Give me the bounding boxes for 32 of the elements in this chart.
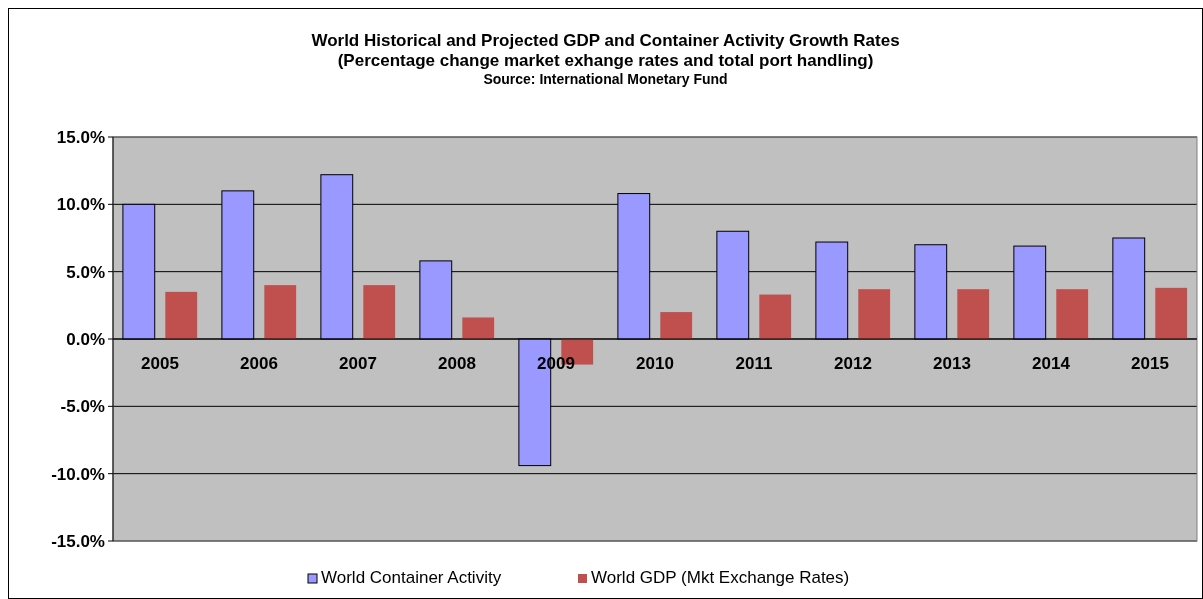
bar — [1056, 289, 1089, 339]
x-tick-label: 2013 — [933, 354, 971, 373]
x-tick-label: 2011 — [735, 354, 773, 373]
y-tick-label: -5.0% — [60, 397, 105, 417]
bar — [957, 289, 990, 339]
y-tick-label: 0.0% — [66, 329, 105, 349]
legend-label: World GDP (Mkt Exchange Rates) — [591, 568, 850, 587]
y-tick-label: -15.0% — [51, 531, 105, 551]
bar — [165, 291, 198, 339]
x-tick-label: 2015 — [1131, 354, 1169, 373]
chart-subtitle: (Percentage change market exhange rates and total port handling) — [337, 51, 874, 70]
bar — [462, 317, 495, 339]
y-tick-label: 5.0% — [66, 262, 105, 282]
bar — [858, 289, 891, 339]
x-tick-label: 2008 — [438, 354, 476, 373]
legend-label: World Container Activity — [321, 568, 502, 587]
bar — [264, 285, 297, 339]
bar — [1155, 287, 1188, 339]
x-tick-label: 2007 — [339, 354, 377, 373]
x-tick-label: 2012 — [834, 354, 872, 373]
x-tick-label: 2006 — [240, 354, 278, 373]
bar — [759, 294, 792, 339]
chart-title: World Historical and Projected GDP and Container Activity Growth Rates — [311, 31, 900, 50]
x-tick-label: 2010 — [636, 354, 674, 373]
x-tick-label: 2005 — [141, 354, 179, 373]
y-tick-label: -10.0% — [51, 464, 105, 484]
y-tick-label: 10.0% — [56, 195, 105, 215]
bar — [363, 285, 396, 339]
source-note: Source: International Monetary Fund — [483, 71, 728, 87]
y-tick-label: 15.0% — [56, 127, 105, 147]
bar — [660, 312, 693, 339]
x-tick-label: 2014 — [1032, 354, 1071, 373]
